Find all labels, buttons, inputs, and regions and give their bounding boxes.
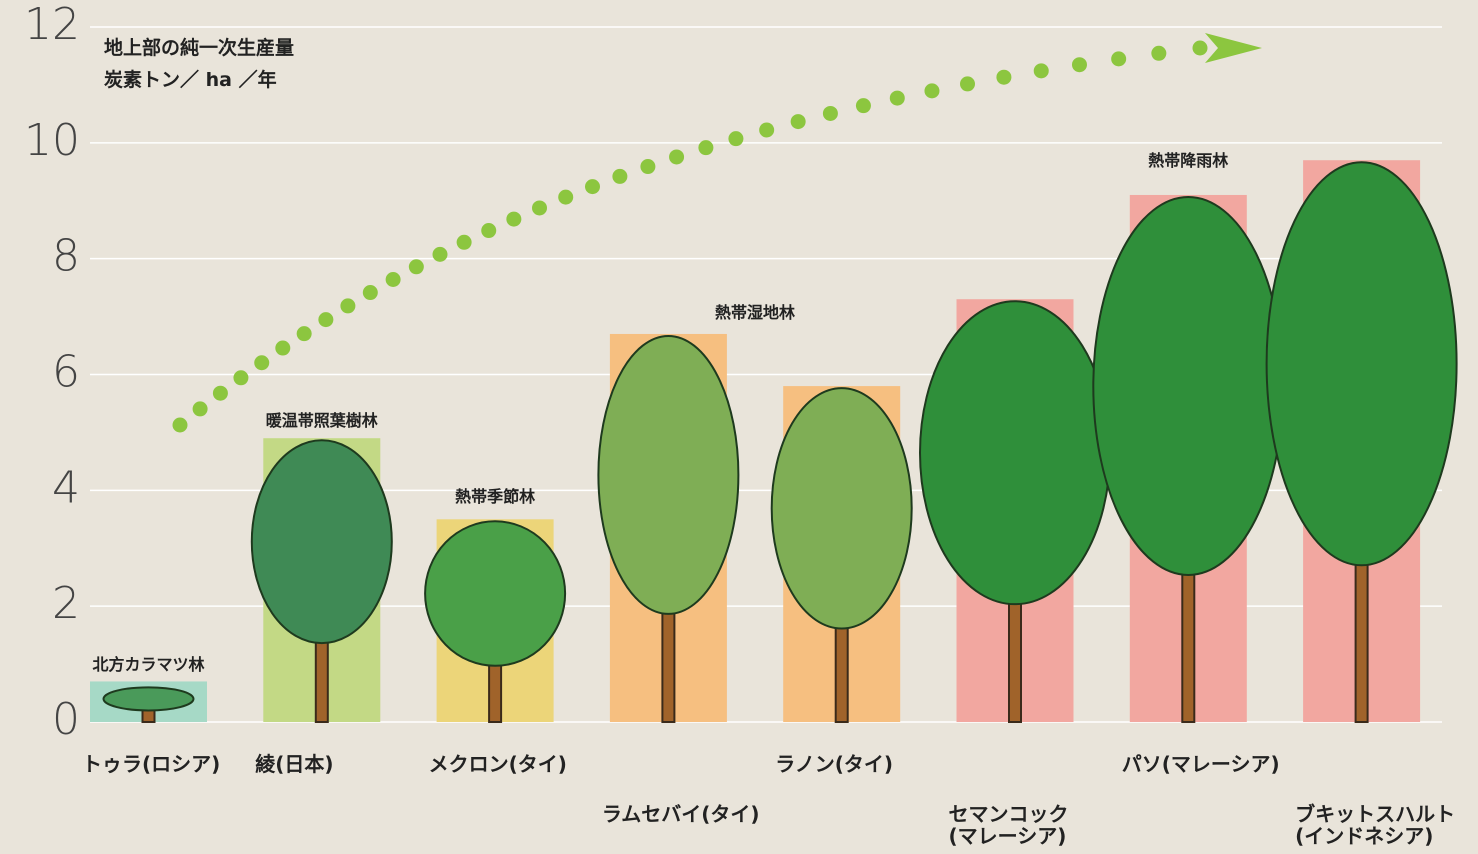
trend-dot [362,285,378,301]
x-tick-label: セマンコック (マレーシア) [948,802,1069,848]
trend-dot [456,234,472,250]
trend-dot [558,189,574,205]
trend-dot [728,131,744,147]
trend-dot [1111,51,1127,67]
trend-dot [1151,45,1167,61]
tree-crown [597,334,740,615]
trend-dot [254,355,270,371]
x-tick-label: ラノン(タイ) [775,752,894,776]
trend-dot [506,211,522,227]
trend-dot [192,401,208,417]
y-tick-label: 4 [52,462,80,513]
trend-dot [1071,57,1087,73]
trend-dot [612,168,628,184]
trend-dot [233,370,249,386]
y-tick-label: 8 [52,231,80,282]
tree-crown [1265,161,1458,567]
trend-dot [889,90,905,106]
tree-crown [770,387,913,630]
trend-dot [669,149,685,165]
trend-dot [924,83,940,99]
annotation: 熱帯季節林 [455,487,535,506]
tree-crown [424,520,567,667]
y-tick-label: 6 [52,347,80,398]
y-tick-label: 12 [24,0,80,50]
y-tick-label: 2 [52,578,80,629]
trend-dot [585,179,600,195]
trend-dot [996,69,1012,85]
x-tick-label: ブキットスハルト (インドネシア) [1295,802,1456,848]
trend-arrow [1205,33,1262,63]
y-title: 炭素トン／ ha ／年 [104,69,277,91]
annotation: 熱帯湿地林 [715,303,795,322]
trend-dot [318,312,334,328]
trend-dot [822,105,838,121]
annotation: 北方カラマツ林 [92,655,204,674]
trend-dot [790,114,806,130]
trend-dot [640,159,656,175]
y-tick-label: 0 [52,694,80,745]
trend-dot [1192,40,1208,56]
trend-dot [212,385,228,401]
x-tick-label: ラムセバイ(タイ) [601,802,760,826]
trend-dot [532,200,548,216]
trend-dot [296,326,312,342]
trend-dot [855,98,871,114]
annotation: 暖温帯照葉樹林 [266,411,378,430]
trend-dot [340,298,356,314]
trend-dot [408,259,424,275]
x-tick-label: パソ(マレーシア) [1121,752,1280,776]
x-tick-label: トゥラ(ロシア) [82,752,221,776]
tree-crown [102,686,195,712]
tree-crown [1092,195,1285,576]
trend-dot [481,223,497,239]
trend-dot [759,122,775,138]
x-tick-label: メクロン(タイ) [428,752,567,776]
trend-dot [1033,63,1049,79]
trend-dot [698,140,714,156]
trend-dot [275,340,291,356]
trend-dot [960,76,975,92]
annotation: 熱帯降雨林 [1148,151,1228,170]
tree-crown [250,439,393,645]
y-title: 地上部の純一次生産量 [104,37,295,59]
y-tick-label: 10 [24,115,80,166]
x-tick-label: 綾(日本) [255,752,334,776]
trend-dot [432,246,448,262]
trend-dot [172,417,188,433]
tree-crown [919,300,1111,606]
trend-dot [385,271,401,287]
